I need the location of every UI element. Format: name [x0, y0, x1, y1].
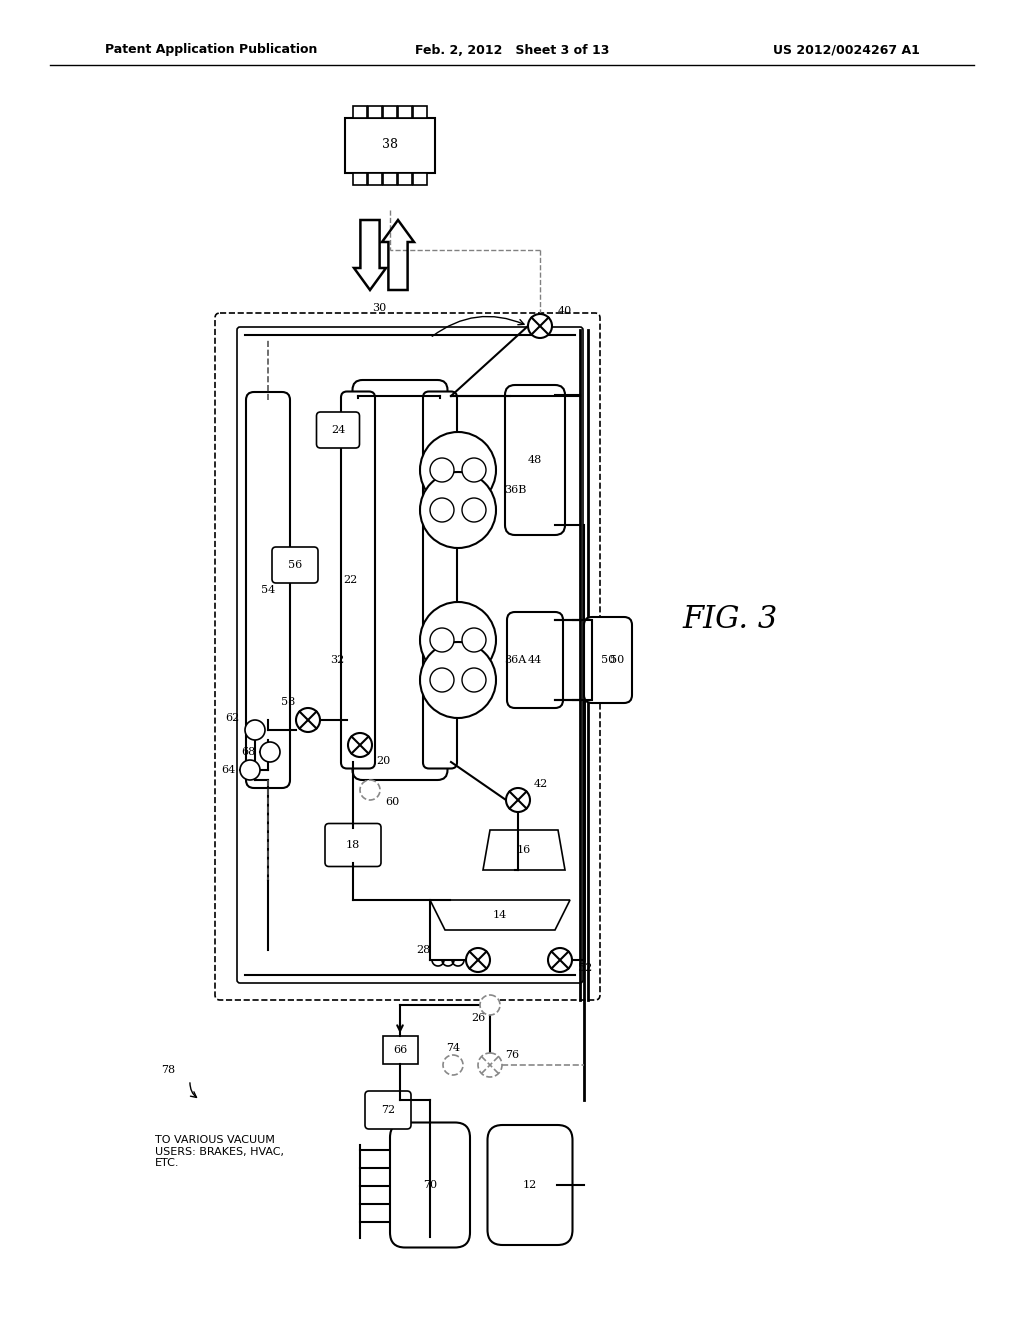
Circle shape — [360, 780, 380, 800]
Text: 66: 66 — [393, 1045, 408, 1055]
Text: TO VARIOUS VACUUM
USERS: BRAKES, HVAC,
ETC.: TO VARIOUS VACUUM USERS: BRAKES, HVAC, E… — [155, 1135, 284, 1168]
FancyBboxPatch shape — [215, 313, 600, 1001]
Bar — [368, 173, 382, 185]
FancyBboxPatch shape — [584, 616, 632, 704]
FancyBboxPatch shape — [505, 385, 565, 535]
Circle shape — [296, 708, 319, 733]
Circle shape — [466, 948, 490, 972]
Bar — [368, 106, 382, 117]
Text: 42: 42 — [534, 779, 548, 789]
Circle shape — [420, 473, 496, 548]
Circle shape — [478, 1053, 502, 1077]
Bar — [398, 106, 412, 117]
Text: 18: 18 — [346, 840, 360, 850]
Text: 40: 40 — [558, 306, 572, 315]
FancyBboxPatch shape — [487, 1125, 572, 1245]
Circle shape — [462, 498, 486, 521]
Text: 68: 68 — [241, 747, 255, 756]
Circle shape — [480, 995, 500, 1015]
Circle shape — [462, 628, 486, 652]
Circle shape — [443, 1055, 463, 1074]
Text: 48: 48 — [528, 455, 542, 465]
Text: 20: 20 — [376, 756, 390, 766]
Text: 12: 12 — [523, 1180, 538, 1191]
Circle shape — [348, 733, 372, 756]
Text: 56: 56 — [288, 560, 302, 570]
Text: 58: 58 — [281, 697, 295, 708]
Text: 14: 14 — [493, 909, 507, 920]
Text: 36A: 36A — [504, 655, 526, 665]
Circle shape — [430, 498, 454, 521]
Text: 52: 52 — [578, 964, 592, 973]
Text: 30: 30 — [372, 304, 386, 313]
Circle shape — [420, 602, 496, 678]
Circle shape — [245, 719, 265, 741]
Circle shape — [430, 668, 454, 692]
Circle shape — [506, 788, 530, 812]
Text: FIG. 3: FIG. 3 — [682, 605, 777, 635]
Text: 76: 76 — [505, 1049, 519, 1060]
Text: 26: 26 — [471, 1012, 485, 1023]
Circle shape — [260, 742, 280, 762]
Bar — [353, 106, 367, 117]
Circle shape — [430, 458, 454, 482]
Circle shape — [528, 314, 552, 338]
Text: 54: 54 — [261, 585, 275, 595]
Text: 70: 70 — [423, 1180, 437, 1191]
Text: 38: 38 — [382, 139, 398, 152]
Text: 24: 24 — [331, 425, 345, 436]
Text: 28: 28 — [416, 945, 430, 954]
Text: Feb. 2, 2012   Sheet 3 of 13: Feb. 2, 2012 Sheet 3 of 13 — [415, 44, 609, 57]
Text: 36B: 36B — [504, 484, 526, 495]
FancyBboxPatch shape — [507, 612, 563, 708]
FancyBboxPatch shape — [325, 824, 381, 866]
FancyBboxPatch shape — [272, 546, 318, 583]
Text: 72: 72 — [381, 1105, 395, 1115]
Circle shape — [420, 642, 496, 718]
Bar — [398, 173, 412, 185]
FancyBboxPatch shape — [352, 380, 447, 780]
FancyBboxPatch shape — [316, 412, 359, 447]
Text: 50: 50 — [610, 655, 625, 665]
Text: US 2012/0024267 A1: US 2012/0024267 A1 — [773, 44, 920, 57]
FancyBboxPatch shape — [365, 1092, 411, 1129]
FancyBboxPatch shape — [246, 392, 290, 788]
Text: 74: 74 — [445, 1043, 460, 1053]
Bar — [383, 1036, 418, 1064]
Circle shape — [420, 432, 496, 508]
Text: 16: 16 — [517, 845, 531, 855]
FancyBboxPatch shape — [390, 1122, 470, 1247]
Circle shape — [430, 628, 454, 652]
Text: 32: 32 — [330, 655, 344, 665]
Text: 62: 62 — [225, 713, 240, 723]
Text: 34: 34 — [456, 655, 470, 665]
Text: 60: 60 — [385, 797, 399, 807]
Bar — [383, 173, 397, 185]
FancyBboxPatch shape — [237, 327, 583, 983]
Text: Patent Application Publication: Patent Application Publication — [105, 44, 317, 57]
Circle shape — [240, 760, 260, 780]
Circle shape — [548, 948, 572, 972]
FancyBboxPatch shape — [341, 392, 375, 768]
Text: 78: 78 — [161, 1065, 175, 1074]
Circle shape — [462, 458, 486, 482]
Text: 64: 64 — [221, 766, 234, 775]
Text: 44: 44 — [528, 655, 542, 665]
Bar — [383, 106, 397, 117]
Bar — [413, 173, 427, 185]
Text: 22: 22 — [343, 576, 357, 585]
Bar — [353, 173, 367, 185]
Circle shape — [462, 668, 486, 692]
Text: 50: 50 — [601, 655, 615, 665]
Bar — [345, 117, 435, 173]
FancyBboxPatch shape — [423, 392, 457, 768]
Bar — [413, 106, 427, 117]
